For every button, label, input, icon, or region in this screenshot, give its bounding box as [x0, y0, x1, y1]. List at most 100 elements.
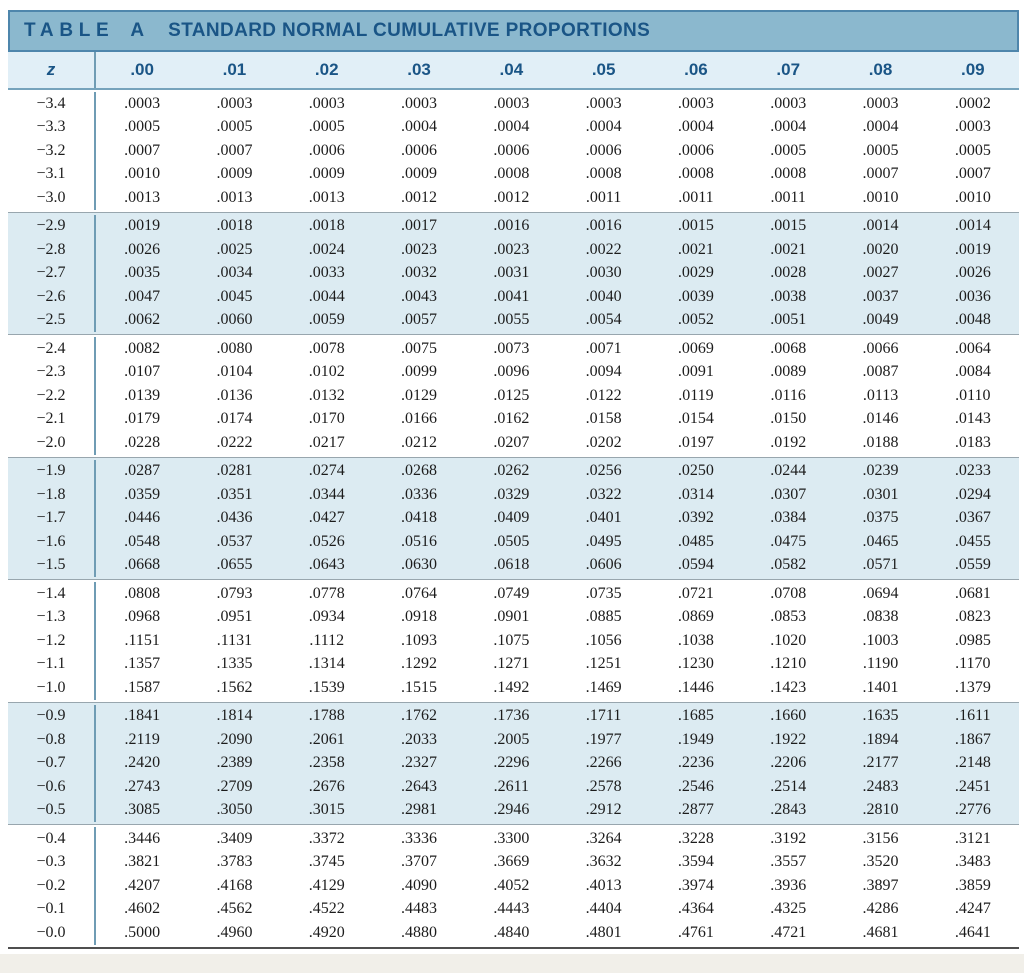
cell-value: .1423: [770, 678, 807, 696]
cell-value: .0099: [401, 363, 438, 381]
cell-value: .0367: [954, 509, 991, 527]
cell-value: .0197: [677, 433, 714, 451]
table-row: −2.1 .0179 .0174 .0170 .0166 .0162 .0158 .0154.…: [8, 407, 1019, 431]
cell-value: .0024: [308, 240, 345, 258]
cell-value: .3669: [493, 853, 530, 871]
cell-value: .1736: [493, 707, 530, 725]
cell-value: .0005: [308, 118, 345, 136]
table-row: −2.8 .0026 .0025 .0024 .0023 .0023 .0022 .0021.…: [8, 238, 1019, 262]
row-block: −1.9 .0287 .0281 .0274 .0268 .0262 .0256 .0250.…: [8, 457, 1019, 580]
cell-value: .0735: [585, 584, 622, 602]
table-row: −1.8 .0359 .0351 .0344 .0336 .0329 .0322 .0314.…: [8, 483, 1019, 507]
cell-value: .0057: [401, 311, 438, 329]
z-value: −2.0: [8, 431, 96, 455]
cell-value: .0013: [308, 188, 345, 206]
cell-value: .0004: [401, 118, 438, 136]
cell-value: .0516: [401, 532, 438, 550]
cell-value: .0019: [954, 240, 991, 258]
cell-value: .3783: [216, 853, 253, 871]
table-row: −3.2 .0007 .0007 .0006 .0006 .0006 .0006 .0006.…: [8, 139, 1019, 163]
cell-value: .0537: [216, 532, 253, 550]
cell-value: .0495: [585, 532, 622, 550]
cell-value: .0059: [308, 311, 345, 329]
cell-value: .0006: [585, 141, 622, 159]
cell-value: .1292: [401, 655, 438, 673]
z-column-header: z: [8, 52, 96, 88]
cell-value: .0003: [216, 94, 253, 112]
cell-value: .0052: [677, 311, 714, 329]
cell-value: .0094: [585, 363, 622, 381]
cell-value: .0045: [216, 287, 253, 305]
cell-value: .0618: [493, 556, 530, 574]
cell-value: .0027: [862, 264, 899, 282]
cell-value: .4761: [677, 923, 714, 941]
cell-value: .0113: [862, 386, 899, 404]
cell-value: .0011: [770, 188, 806, 206]
cell-value: .0004: [770, 118, 807, 136]
table-row: −0.0 .5000 .4960 .4920 .4880 .4840 .4801 .4761.…: [8, 921, 1019, 945]
cell-value: .1660: [770, 707, 807, 725]
cell-value: .0012: [493, 188, 530, 206]
cell-value: .4880: [401, 923, 438, 941]
cell-value: .0838: [862, 608, 899, 626]
cell-value: .2148: [954, 754, 991, 772]
cell-value: .0359: [124, 485, 161, 503]
cell-value: .0778: [308, 584, 345, 602]
cell-value: .0071: [585, 339, 622, 357]
cell-value: .0054: [585, 311, 622, 329]
cell-value: .4090: [401, 876, 438, 894]
cell-value: .5000: [124, 923, 161, 941]
cell-value: .1539: [308, 678, 345, 696]
table-row: −0.7 .2420 .2389 .2358 .2327 .2296 .2266 .2236.…: [8, 751, 1019, 775]
cell-value: .0012: [401, 188, 438, 206]
table-row: −2.6 .0047 .0045 .0044 .0043 .0041 .0040 .0039.…: [8, 285, 1019, 309]
cell-value: .0125: [493, 386, 530, 404]
cell-value: .2912: [585, 801, 622, 819]
cell-value: .1131: [216, 631, 253, 649]
z-value: −0.6: [8, 775, 96, 799]
cell-value: .0091: [677, 363, 714, 381]
cell-value: .4286: [862, 900, 899, 918]
row-block: −3.4 .0003 .0003 .0003 .0003 .0003 .0003 .0003.…: [8, 90, 1019, 213]
cell-value: .3085: [124, 801, 161, 819]
cell-value: .2119: [124, 730, 160, 748]
cell-value: .0262: [493, 462, 530, 480]
z-value: −2.8: [8, 238, 96, 262]
cell-value: .0006: [677, 141, 714, 159]
cell-value: .0006: [493, 141, 530, 159]
z-value: −3.1: [8, 162, 96, 186]
cell-value: .0008: [585, 165, 622, 183]
cell-value: .0047: [124, 287, 161, 305]
cell-value: .2296: [493, 754, 530, 772]
cell-value: .1635: [862, 707, 899, 725]
cell-value: .1230: [677, 655, 714, 673]
cell-value: .0183: [954, 433, 991, 451]
cell-value: .1788: [308, 707, 345, 725]
cell-value: .1515: [401, 678, 438, 696]
cell-value: .3228: [677, 829, 714, 847]
cell-value: .0010: [124, 165, 161, 183]
z-value: −0.1: [8, 897, 96, 921]
cell-value: .2005: [493, 730, 530, 748]
cell-value: .1401: [862, 678, 899, 696]
cell-value: .1814: [216, 707, 253, 725]
cell-value: .0009: [401, 165, 438, 183]
cell-value: .0375: [862, 509, 899, 527]
cell-value: .0031: [493, 264, 530, 282]
cell-value: .2776: [954, 801, 991, 819]
cell-value: .0764: [401, 584, 438, 602]
cell-value: .0005: [216, 118, 253, 136]
cell-value: .2451: [954, 777, 991, 795]
cell-value: .0089: [770, 363, 807, 381]
cell-value: .0708: [770, 584, 807, 602]
cell-value: .0016: [585, 217, 622, 235]
cell-value: .2327: [401, 754, 438, 772]
cell-value: .0005: [770, 141, 807, 159]
cell-value: .0066: [862, 339, 899, 357]
cell-value: .0475: [770, 532, 807, 550]
table-row: −0.6 .2743 .2709 .2676 .2643 .2611 .2578 .2546.…: [8, 775, 1019, 799]
cell-value: .0594: [677, 556, 714, 574]
cell-value: .4168: [216, 876, 253, 894]
table-body: −3.4 .0003 .0003 .0003 .0003 .0003 .0003 .0003.…: [8, 90, 1019, 949]
column-header: .04: [499, 60, 524, 79]
